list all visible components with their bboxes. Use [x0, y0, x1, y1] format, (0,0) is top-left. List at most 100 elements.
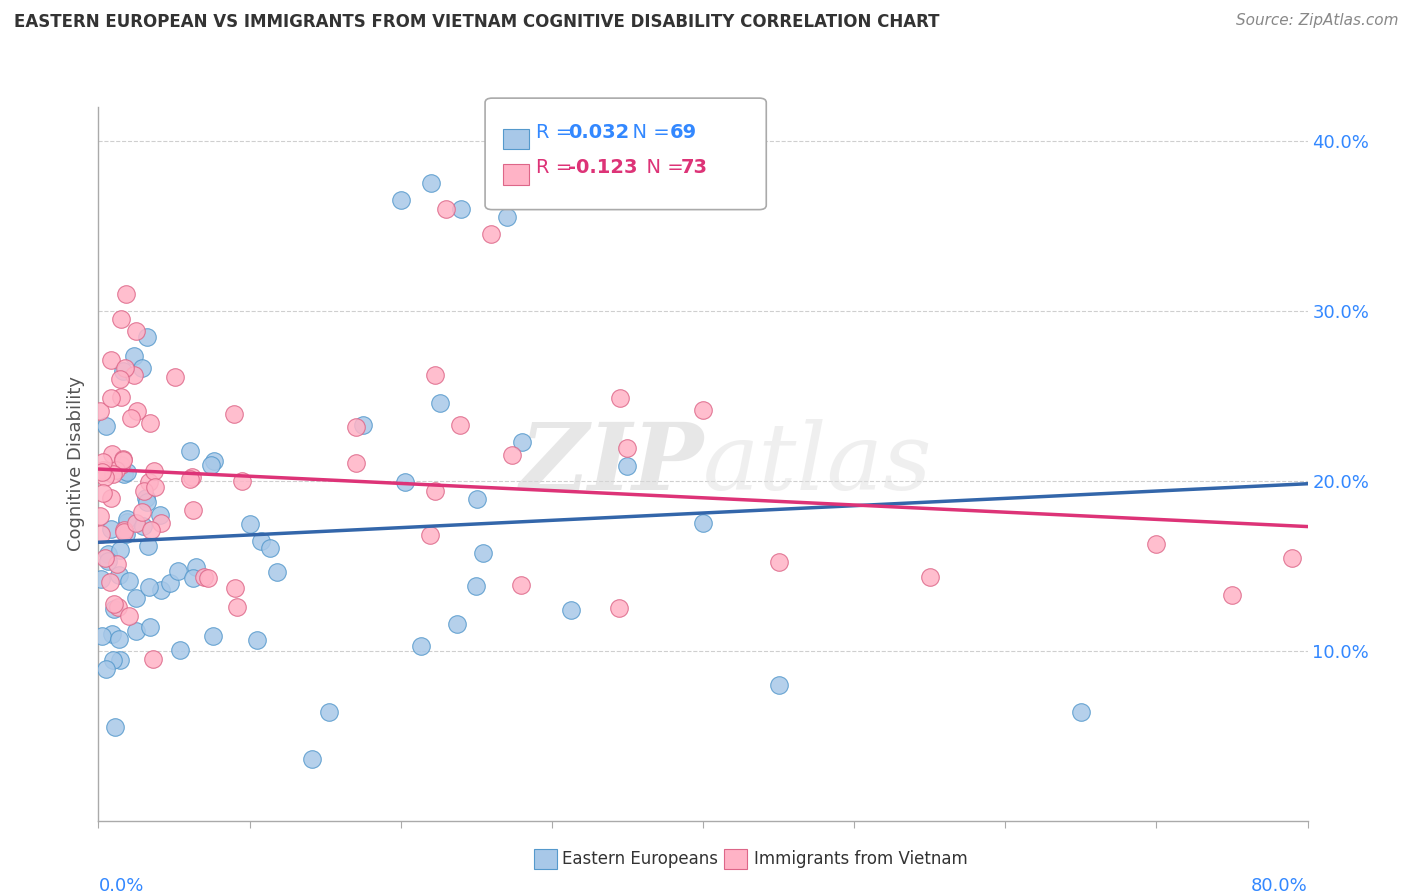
Point — [135, 330, 157, 344]
Text: -0.123: -0.123 — [568, 158, 637, 178]
Point — [429, 396, 451, 410]
Point — [89, 508, 111, 523]
Text: Immigrants from Vietnam: Immigrants from Vietnam — [754, 850, 967, 868]
Point — [104, 463, 127, 477]
Text: 0.0%: 0.0% — [98, 877, 143, 892]
Point — [609, 600, 631, 615]
Point — [125, 324, 148, 338]
Point — [112, 363, 135, 377]
Point — [110, 458, 132, 472]
Point — [259, 541, 281, 555]
Point — [94, 469, 117, 483]
Point — [1281, 551, 1303, 566]
Text: Source: ZipAtlas.com: Source: ZipAtlas.com — [1236, 13, 1399, 29]
Point — [434, 202, 457, 216]
Point — [131, 360, 153, 375]
Point — [465, 579, 488, 593]
Point — [100, 491, 122, 505]
Point — [134, 483, 156, 498]
Point — [115, 512, 138, 526]
Point — [394, 475, 416, 490]
Point — [450, 202, 472, 216]
Point — [125, 624, 148, 639]
Point — [446, 616, 468, 631]
Point — [125, 516, 148, 530]
Point — [103, 601, 125, 615]
Point — [224, 581, 246, 595]
Point — [169, 643, 191, 657]
Point — [101, 652, 124, 666]
Point — [318, 705, 340, 719]
Text: R =: R = — [536, 122, 578, 142]
Point — [423, 368, 446, 382]
Point — [163, 370, 186, 384]
Point — [91, 629, 114, 643]
Point — [132, 519, 155, 533]
Point — [112, 524, 135, 539]
Point — [501, 448, 523, 462]
Point — [105, 557, 128, 571]
Point — [181, 572, 204, 586]
Text: 69: 69 — [669, 122, 696, 142]
Point — [98, 574, 121, 589]
Text: N =: N = — [634, 158, 690, 178]
Point — [108, 568, 131, 582]
Point — [125, 404, 148, 418]
Point — [139, 523, 162, 537]
Point — [1220, 588, 1243, 602]
Text: atlas: atlas — [703, 419, 932, 508]
Point — [115, 515, 138, 529]
Point — [179, 444, 201, 458]
Point — [352, 417, 374, 432]
Point — [197, 571, 219, 585]
Point — [91, 463, 114, 477]
Point — [91, 486, 114, 500]
Y-axis label: Cognitive Disability: Cognitive Disability — [66, 376, 84, 551]
Point — [103, 467, 125, 481]
Point — [90, 527, 112, 541]
Point — [120, 411, 142, 425]
Point — [193, 570, 215, 584]
Point — [122, 368, 145, 382]
Text: 73: 73 — [681, 158, 707, 178]
Point — [149, 516, 172, 530]
Text: N =: N = — [620, 122, 676, 142]
Point — [90, 572, 112, 586]
Point — [231, 474, 253, 488]
Point — [201, 629, 224, 643]
Point — [142, 651, 165, 665]
Point — [616, 458, 638, 473]
Point — [110, 312, 132, 326]
Point — [179, 472, 201, 486]
Point — [616, 442, 638, 456]
Point — [104, 720, 127, 734]
Point — [609, 391, 631, 405]
Point — [449, 417, 471, 432]
Point — [510, 578, 533, 592]
Point — [138, 619, 160, 633]
Point — [108, 632, 131, 647]
Point — [1144, 537, 1167, 551]
Point — [301, 752, 323, 766]
Point — [159, 576, 181, 591]
Point — [471, 546, 494, 560]
Point — [91, 455, 114, 469]
Point — [100, 353, 122, 368]
Point — [115, 465, 138, 479]
Point — [100, 522, 122, 536]
Point — [423, 483, 446, 498]
Point — [136, 539, 159, 553]
Point — [139, 417, 162, 431]
Point — [389, 194, 412, 208]
Point — [138, 580, 160, 594]
Point — [131, 505, 153, 519]
Point — [112, 523, 135, 537]
Point — [122, 349, 145, 363]
Point — [94, 662, 117, 676]
Point — [411, 639, 433, 653]
Point — [136, 495, 159, 509]
Point — [108, 653, 131, 667]
Point — [114, 361, 136, 376]
Point — [118, 609, 141, 624]
Point — [89, 404, 111, 418]
